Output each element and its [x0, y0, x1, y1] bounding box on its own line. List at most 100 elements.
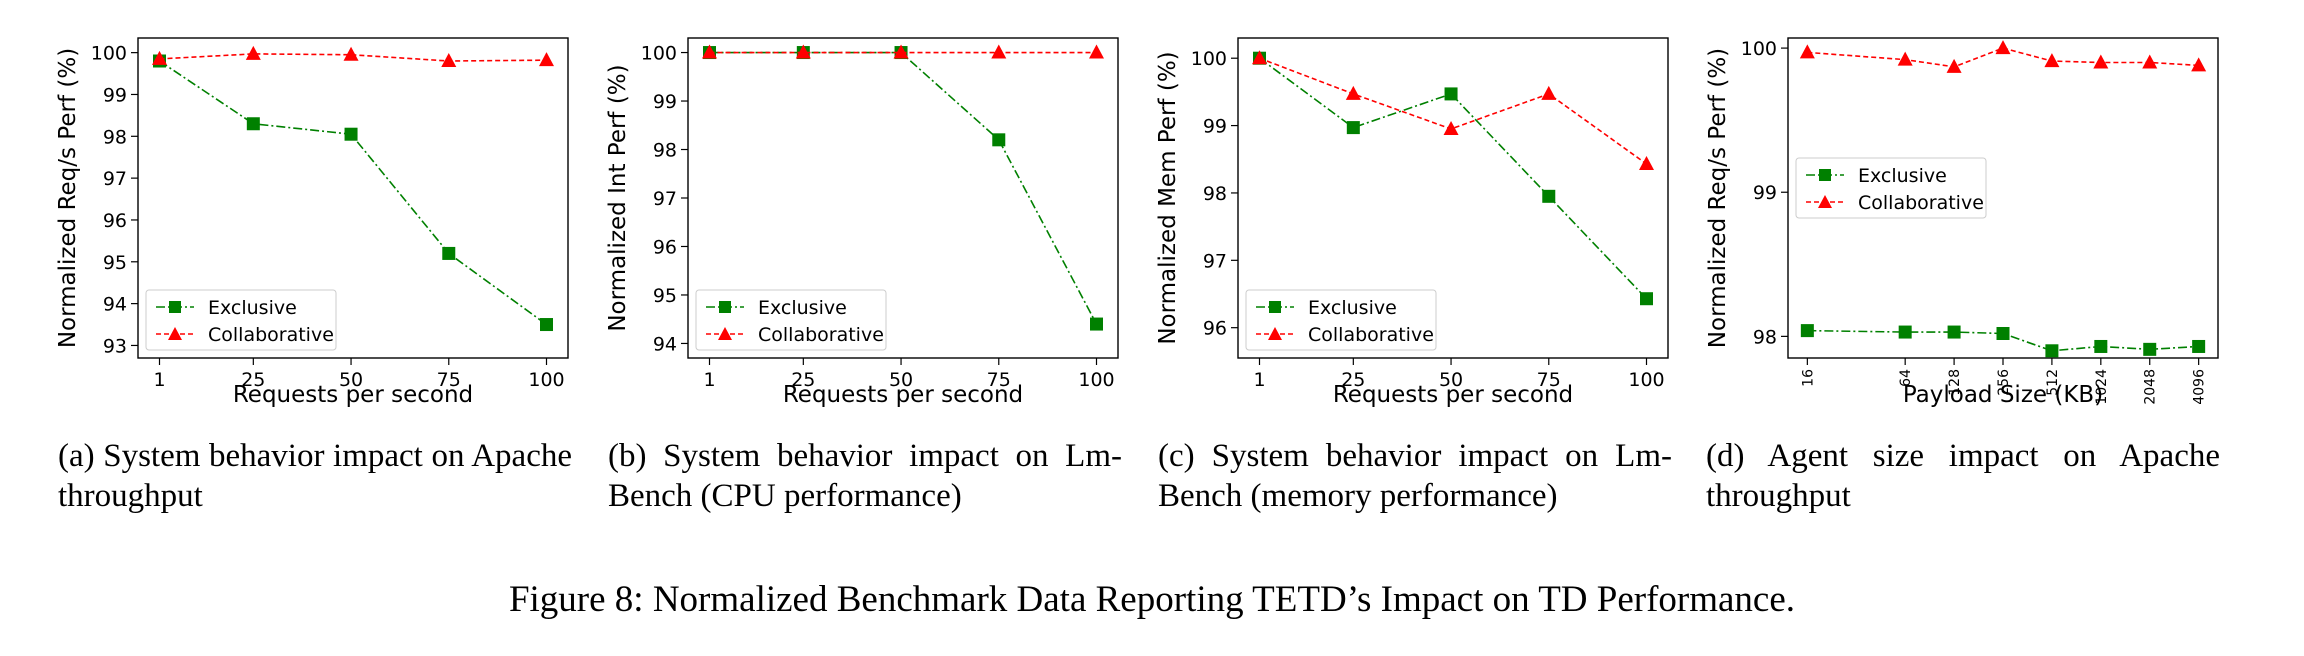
y-tick-label: 95 — [653, 285, 677, 307]
data-point-collaborative — [1345, 85, 1361, 100]
data-point-collaborative — [1639, 155, 1654, 170]
data-point-exclusive — [1800, 324, 1814, 338]
data-point-collaborative — [2191, 57, 2207, 72]
x-tick-label: 25 — [791, 369, 815, 391]
series-line-collaborative — [159, 53, 547, 62]
legend-marker-collaborative — [1818, 195, 1832, 208]
data-point-collaborative — [1089, 44, 1104, 59]
y-tick-label: 97 — [653, 188, 677, 210]
legend: Exclusive Collaborative — [695, 289, 887, 351]
data-point-collaborative — [795, 44, 811, 59]
y-axis-label: Normalized Int Perf (%) — [605, 64, 631, 331]
data-point-collaborative — [2142, 54, 2158, 69]
legend-marker-collaborative — [718, 327, 732, 340]
data-point-exclusive — [1898, 325, 1912, 339]
chart-c: 96 97 98 99 100 1 25 50 75 100 Requests per second… — [1155, 37, 1669, 408]
data-point-exclusive — [992, 133, 1006, 147]
x-tick-label: 50 — [889, 369, 913, 391]
data-point-exclusive — [442, 246, 456, 260]
y-tick-label: 98 — [1203, 183, 1227, 205]
legend-marker-exclusive — [1819, 169, 1831, 181]
y-tick-label: 98 — [1753, 326, 1777, 348]
data-point-collaborative — [1252, 50, 1267, 65]
y-tick-label: 100 — [641, 43, 677, 65]
chart-b: 94 95 96 97 98 99 100 1 25 50 75 100 Requests per se… — [605, 37, 1119, 408]
data-point-exclusive — [1947, 325, 1961, 339]
plot-frame — [137, 37, 569, 359]
x-tick-label: 4096 — [2192, 369, 2208, 405]
x-tick-label: 50 — [1439, 369, 1463, 391]
legend-marker-collaborative — [168, 327, 182, 340]
x-tick-label: 50 — [339, 369, 363, 391]
data-point-collaborative — [152, 50, 167, 65]
series-line-exclusive — [1259, 57, 1648, 300]
y-tick-label: 99 — [1203, 116, 1227, 138]
data-point-collaborative — [343, 46, 359, 61]
series-line-exclusive — [1807, 329, 2199, 352]
legend-marker-collaborative — [1268, 327, 1282, 340]
data-point-collaborative — [1897, 51, 1913, 66]
data-point-exclusive — [2143, 342, 2157, 356]
x-tick-label: 1024 — [2094, 369, 2110, 405]
chart-a: 93 94 95 96 97 98 99 100 1 25 50 75 100 Requests per … — [55, 37, 569, 408]
x-tick-label: 75 — [1537, 369, 1561, 391]
caption-b: (b) System behavior impact on Lm-Bench (… — [608, 438, 1122, 514]
data-point-collaborative — [539, 52, 554, 67]
data-point-collaborative — [2044, 53, 2060, 68]
data-point-exclusive — [2094, 339, 2108, 353]
data-point-exclusive — [246, 117, 260, 131]
legend-label: Collaborative — [208, 324, 334, 346]
x-axis-label: Requests per second — [1333, 382, 1573, 408]
y-tick-label: 99 — [653, 91, 677, 113]
x-axis-label: Requests per second — [783, 382, 1023, 408]
x-tick-label: 100 — [1628, 369, 1664, 391]
y-tick-label: 96 — [103, 210, 127, 232]
x-axis-label: Payload Size (KB) — [1903, 382, 2103, 408]
plot-frame — [1237, 37, 1669, 359]
y-axis-label: Normalized Req/s Perf (%) — [1705, 48, 1731, 348]
caption-c: (c) System behavior impact on Lm-Bench (… — [1158, 438, 1672, 514]
legend-marker-exclusive — [169, 301, 181, 313]
legend: Exclusive Collaborative — [1245, 289, 1437, 351]
y-tick-label: 94 — [103, 294, 127, 316]
data-point-exclusive — [540, 318, 553, 332]
y-tick-label: 95 — [103, 252, 127, 274]
series-line-exclusive — [159, 60, 547, 326]
x-tick-label: 75 — [437, 369, 461, 391]
y-tick-label: 96 — [1203, 318, 1227, 340]
legend-label: Exclusive — [208, 297, 297, 319]
y-axis-label: Normalized Mem Perf (%) — [1155, 51, 1181, 344]
y-tick-label: 99 — [1753, 182, 1777, 204]
y-tick-label: 93 — [103, 335, 127, 357]
figure-caption: Figure 8: Normalized Benchmark Data Repo… — [508, 579, 1796, 620]
legend-label: Collaborative — [1858, 192, 1984, 214]
data-point-collaborative — [893, 44, 909, 59]
legend-box — [695, 289, 887, 351]
x-tick-label: 1 — [1253, 369, 1265, 391]
y-tick-label: 99 — [103, 84, 127, 106]
data-point-collaborative — [1995, 40, 2011, 55]
y-tick-label: 98 — [653, 140, 677, 162]
x-tick-label: 256 — [1996, 369, 2012, 396]
legend-label: Exclusive — [758, 297, 847, 319]
x-tick-label: 512 — [2045, 369, 2061, 396]
data-point-exclusive — [1444, 87, 1458, 101]
y-tick-label: 96 — [653, 236, 677, 258]
caption-a: (a) System behavior impact on Apache thr… — [58, 438, 572, 514]
legend: Exclusive Collaborative — [1795, 157, 1987, 219]
y-tick-label: 94 — [653, 333, 677, 355]
legend-marker-exclusive — [1269, 301, 1281, 313]
x-tick-label: 16 — [1800, 369, 1816, 387]
legend-label: Collaborative — [758, 324, 884, 346]
series-line-exclusive — [709, 51, 1098, 325]
data-point-collaborative — [441, 53, 457, 68]
data-point-collaborative — [2093, 54, 2109, 69]
data-point-collaborative — [702, 44, 717, 59]
series-line-collaborative — [1259, 57, 1647, 165]
caption-d: (d) Agent size impact on Apache throughp… — [1706, 438, 2220, 514]
y-tick-label: 97 — [103, 168, 127, 190]
legend-label: Exclusive — [1858, 165, 1947, 187]
data-point-collaborative — [245, 45, 261, 60]
x-tick-label: 100 — [528, 369, 564, 391]
